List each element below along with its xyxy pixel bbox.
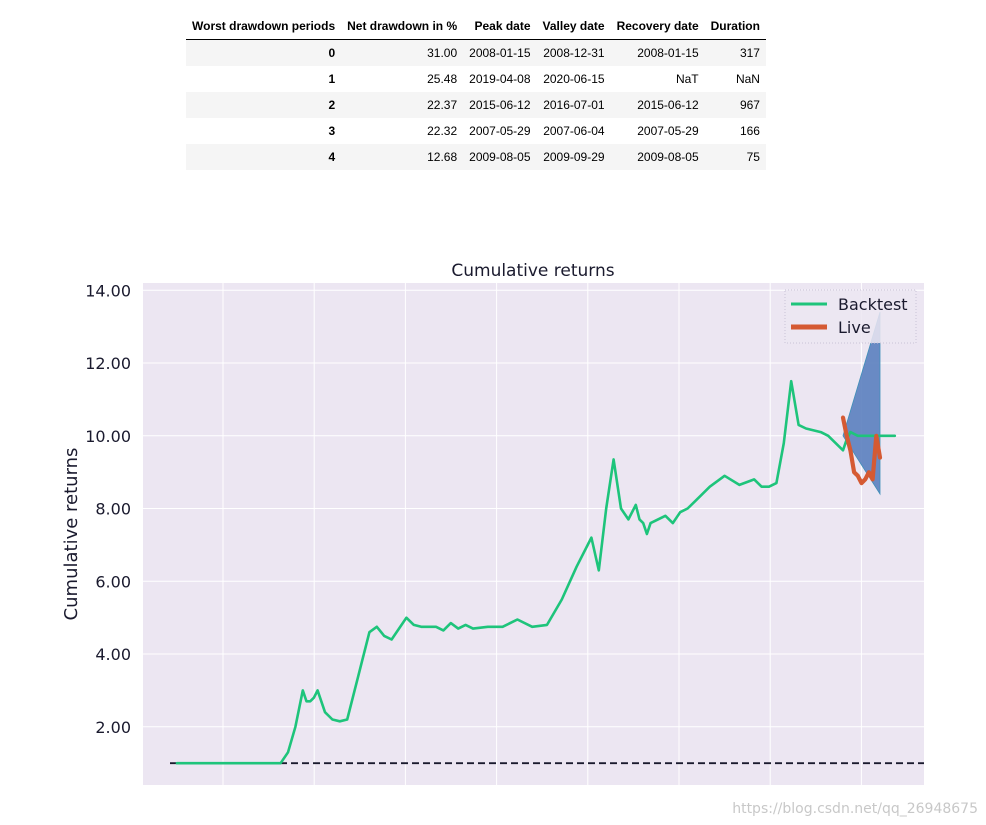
column-header: Recovery date <box>610 13 705 40</box>
table-cell: 22.32 <box>427 124 458 138</box>
table-cell: 12.68 <box>427 150 458 164</box>
legend-box <box>784 289 917 344</box>
table-cell: 2009-09-29 <box>543 150 605 164</box>
table-row: 0 31.00 2008-01-15 2008-12-31 2008-01-15… <box>186 39 766 66</box>
table-cell: 22.37 <box>427 98 458 112</box>
y-tick-label: 4.00 <box>95 645 131 664</box>
table-cell: 2007-05-29 <box>637 124 699 138</box>
table-cell: NaN <box>735 72 760 86</box>
table-row: 3 22.32 2007-05-29 2007-06-04 2007-05-29… <box>186 118 766 144</box>
row-index: 4 <box>328 150 336 164</box>
y-tick-label: 14.00 <box>85 281 131 300</box>
table-cell: 2007-05-29 <box>469 124 531 138</box>
cumulative-returns-chart: 2.00 4.00 6.00 8.00 10.00 12.00 14.00 Cumulati… <box>61 261 924 785</box>
table-cell: NaT <box>675 72 699 86</box>
table-cell: 166 <box>739 124 760 138</box>
series-lines <box>175 379 897 765</box>
column-header: Duration <box>704 13 766 40</box>
table-cell: 75 <box>746 150 760 164</box>
table-cell: 2008-01-15 <box>469 46 531 60</box>
table-cell: 2015-06-12 <box>637 98 699 112</box>
table-cell: 2009-08-05 <box>469 150 531 164</box>
table-cell: 2019-04-08 <box>469 72 531 86</box>
table-cell: 317 <box>739 46 760 60</box>
row-index: 1 <box>328 72 336 86</box>
table-header-row: Worst drawdown periods Net drawdown in %… <box>186 13 766 40</box>
column-header: Peak date <box>463 13 537 40</box>
grid <box>143 283 924 785</box>
table-cell: 2016-07-01 <box>543 98 605 112</box>
y-axis-label: Cumulative returns <box>61 448 82 621</box>
table-row: 2 22.37 2015-06-12 2016-07-01 2015-06-12… <box>186 92 766 118</box>
table-row: 4 12.68 2009-08-05 2009-09-29 2009-08-05… <box>186 144 766 170</box>
watermark: https://blog.csdn.net/qq_26948675 <box>732 801 978 817</box>
legend-label-backtest: Backtest <box>838 295 908 314</box>
forecast-cone-band <box>842 311 881 496</box>
table-cell: 25.48 <box>427 72 458 86</box>
legend: Backtest Live <box>784 289 917 344</box>
y-tick-label: 6.00 <box>95 572 131 591</box>
table-cell: 2020-06-15 <box>543 72 605 86</box>
drawdown-table: Worst drawdown periods Net drawdown in %… <box>186 13 766 170</box>
column-header: Valley date <box>536 13 611 40</box>
table-cell: 2007-06-04 <box>543 124 605 138</box>
y-tick-labels: 2.00 4.00 6.00 8.00 10.00 12.00 14.00 <box>85 281 131 737</box>
row-index: 2 <box>328 98 336 112</box>
y-tick-label: 10.00 <box>85 427 131 446</box>
plot-area <box>143 283 924 785</box>
legend-label-live: Live <box>838 318 871 337</box>
y-tick-label: 2.00 <box>95 718 131 737</box>
series-line-live <box>840 415 883 486</box>
table-cell: 31.00 <box>427 46 458 60</box>
row-index: 3 <box>328 124 336 138</box>
column-header: Net drawdown in % <box>341 13 464 40</box>
table-cell: 2015-06-12 <box>469 98 531 112</box>
table-cell: 2009-08-05 <box>637 150 699 164</box>
y-tick-label: 8.00 <box>95 500 131 519</box>
table-cell: 967 <box>739 98 760 112</box>
table-cell: 2008-01-15 <box>637 46 699 60</box>
forecast-cone <box>842 311 881 496</box>
chart-title: Cumulative returns <box>451 261 614 281</box>
table-cell: 2008-12-31 <box>543 46 605 60</box>
table-row: 1 25.48 2019-04-08 2020-06-15 NaT NaN <box>186 66 766 92</box>
column-header: Worst drawdown periods <box>186 13 342 40</box>
y-tick-label: 12.00 <box>85 354 131 373</box>
row-index: 0 <box>328 46 336 60</box>
series-line-backtest <box>175 379 897 765</box>
